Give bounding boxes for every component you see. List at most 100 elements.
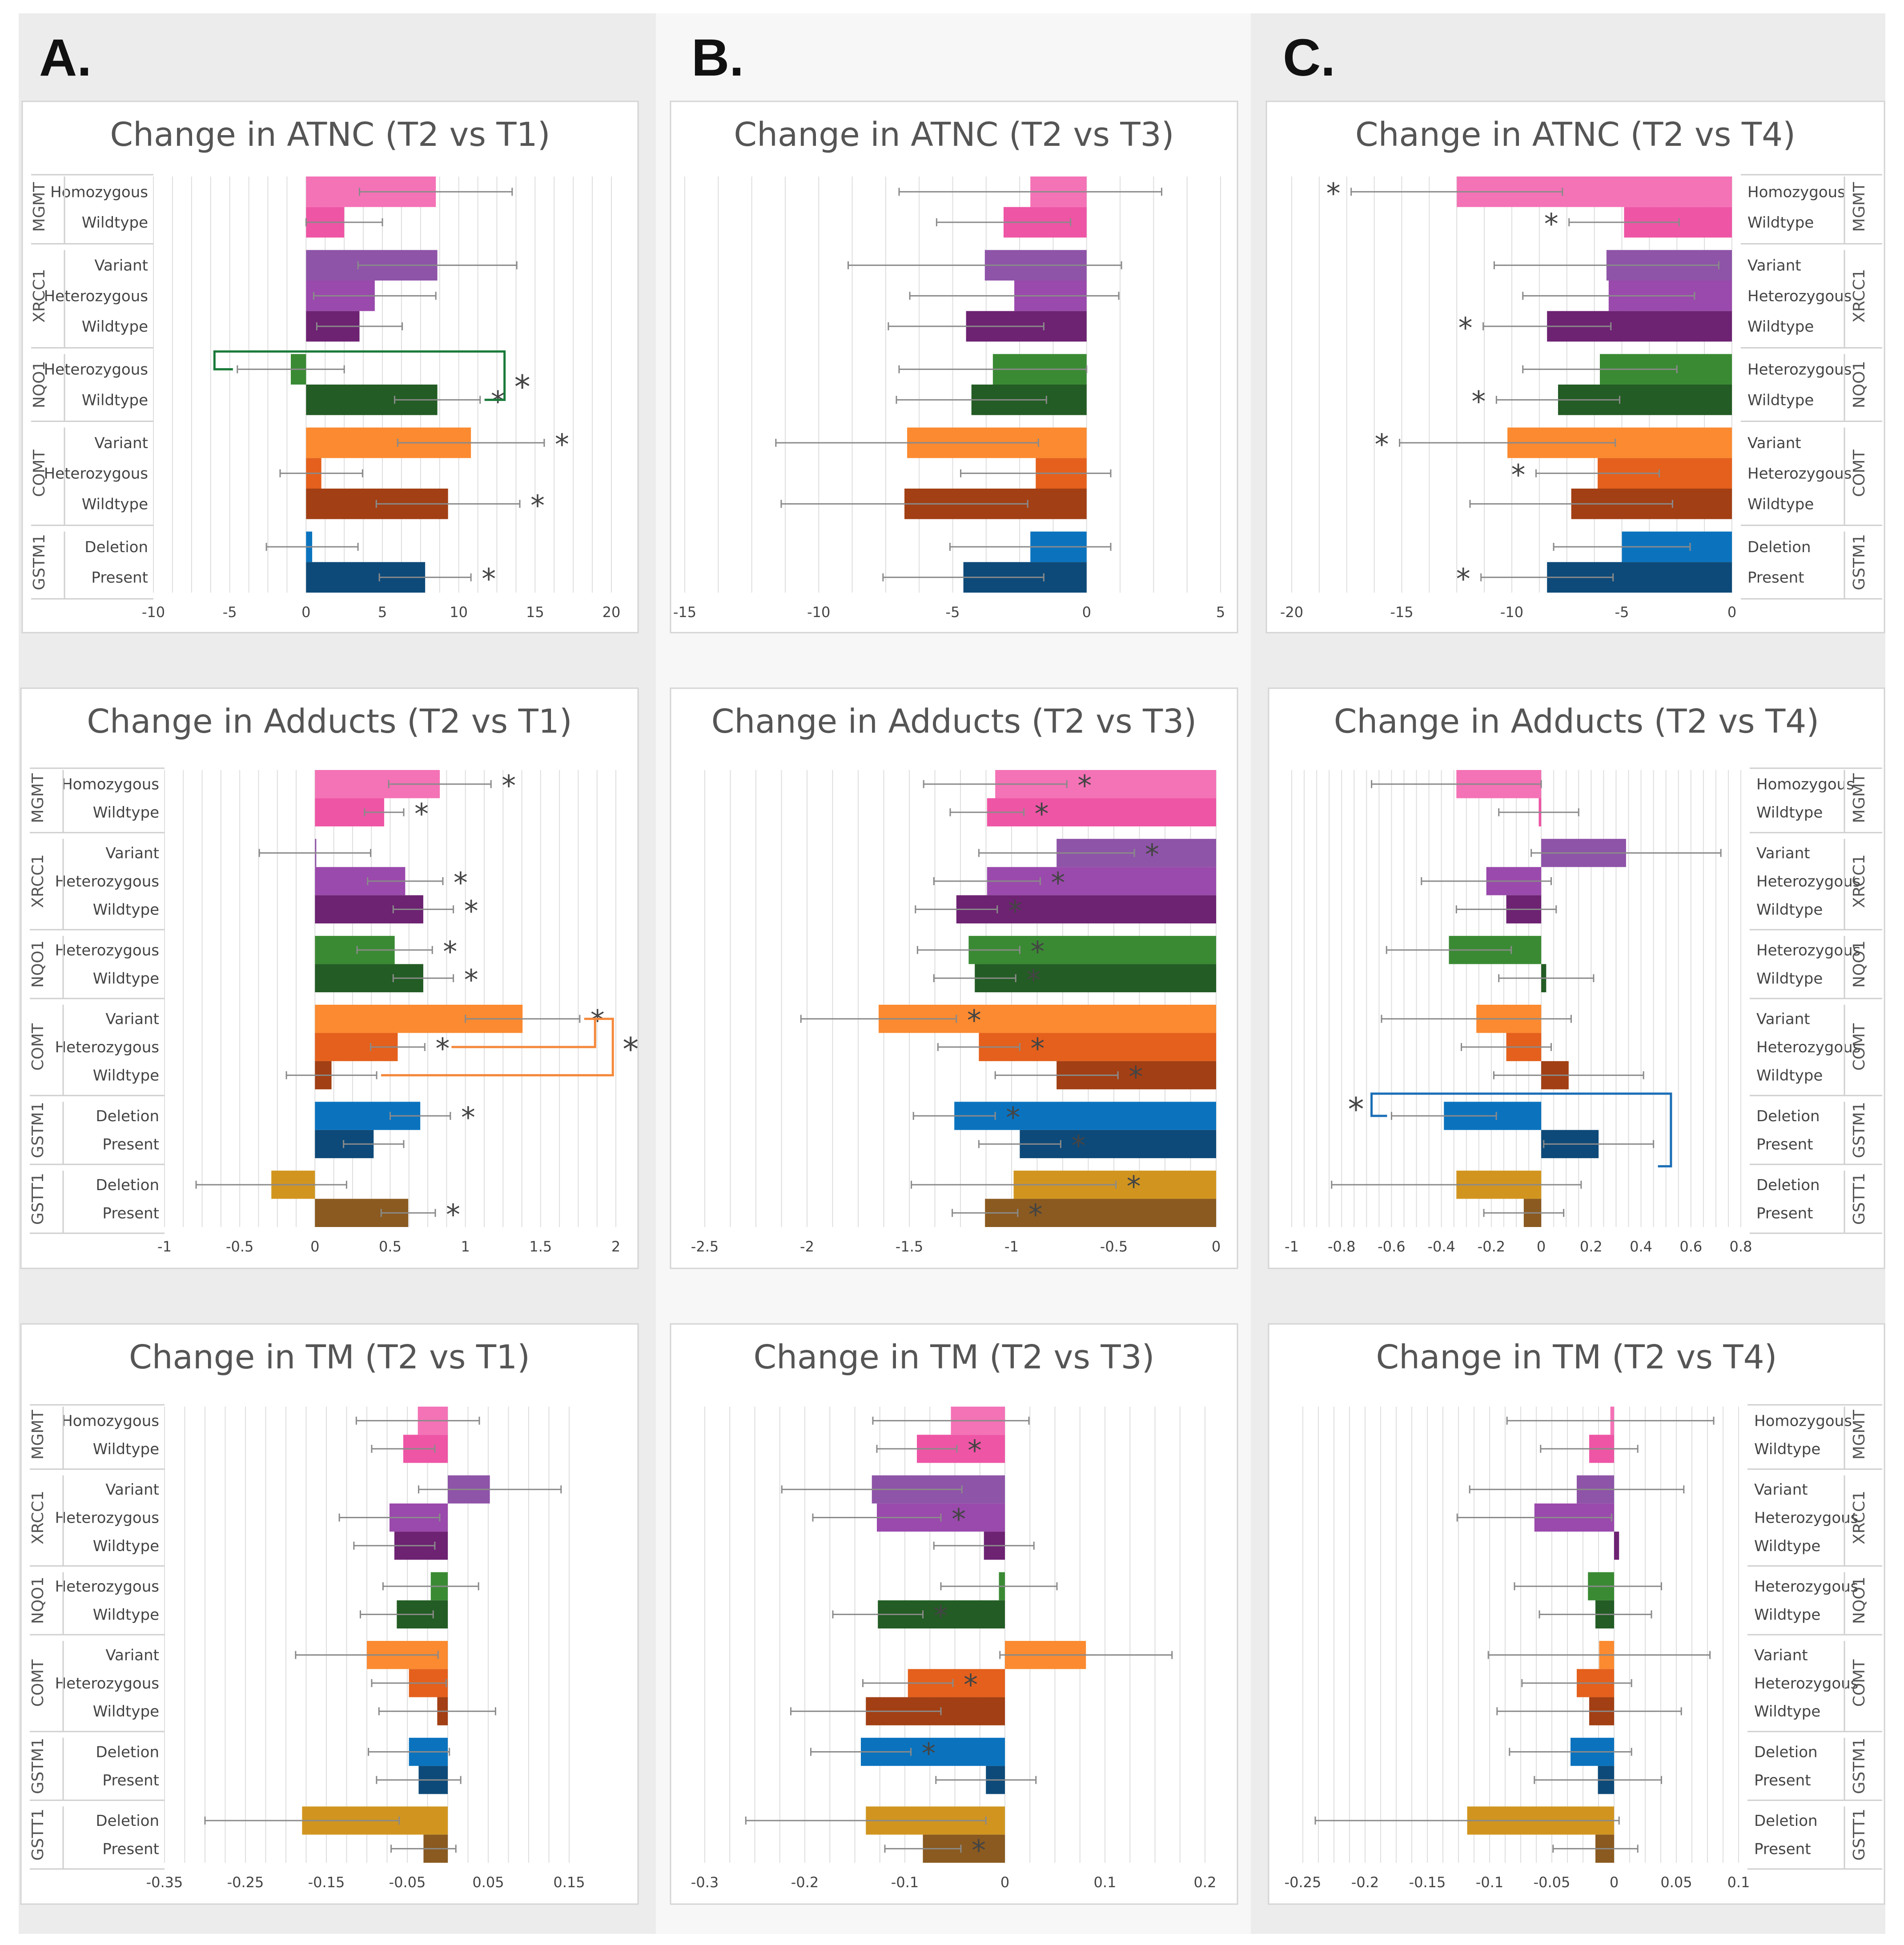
x-tick-label: -20 (1280, 604, 1303, 621)
gene-label: GSTM1 (29, 1738, 47, 1794)
x-tick-label: -0.2 (1351, 1874, 1379, 1891)
significance-bracket (451, 1019, 596, 1048)
significance-star: * (934, 1600, 948, 1633)
chart-title: Change in ATNC (T2 vs T4) (1355, 116, 1796, 154)
significance-star: * (502, 770, 516, 803)
category-label: Deletion (1754, 1744, 1818, 1761)
category-label: Wildtype (93, 970, 159, 987)
gene-label: GSTM1 (1850, 1738, 1868, 1794)
gene-label: GSTM1 (30, 534, 48, 590)
significance-star: * (1077, 770, 1092, 803)
category-label: Variant (94, 257, 148, 275)
significance-star: * (1326, 177, 1341, 210)
significance-star: * (1071, 1130, 1085, 1163)
significance-star: * (514, 368, 530, 405)
x-tick-label: 20 (603, 604, 621, 621)
x-tick-label: 5 (1216, 604, 1225, 621)
x-tick-label: -10 (142, 604, 165, 621)
gene-label: NQO1 (29, 940, 47, 988)
significance-bracket (381, 1018, 614, 1077)
bar (956, 895, 1216, 924)
x-tick-label: -0.1 (1476, 1874, 1503, 1891)
category-label: Homozygous (50, 183, 148, 201)
x-tick-label: 0 (1000, 1874, 1009, 1891)
category-label: Wildtype (93, 1606, 159, 1624)
x-tick-label: 0 (301, 604, 310, 621)
category-label: Heterozygous (1754, 1675, 1858, 1692)
gene-label: GSTT1 (29, 1173, 47, 1225)
x-tick-label: 0 (310, 1238, 319, 1255)
gene-label: XRCC1 (29, 854, 47, 908)
x-tick-label: -0.15 (1409, 1874, 1446, 1891)
x-tick-label: 0.1 (1727, 1874, 1750, 1891)
significance-star: * (967, 1005, 981, 1038)
significance-star: * (1026, 964, 1040, 997)
gene-label: NQO1 (1850, 361, 1868, 409)
category-label: Wildtype (1747, 495, 1814, 513)
gene-label: COMT (30, 449, 48, 497)
significance-star: * (1028, 1199, 1043, 1231)
category-label: Heterozygous (1756, 1039, 1860, 1056)
category-label: Wildtype (82, 318, 148, 336)
category-label: Homozygous (1754, 1412, 1852, 1430)
category-label: Wildtype (93, 901, 159, 918)
significance-star: * (964, 1669, 978, 1702)
category-label: Heterozygous (44, 287, 148, 305)
chart-4: Change in Adducts (T2 vs T1) -1 -0.5 0 0.5 1 1… (20, 687, 639, 1269)
significance-star: * (435, 1033, 450, 1066)
significance-star: * (1127, 1171, 1141, 1203)
gene-label: COMT (1850, 1023, 1868, 1071)
category-label: Wildtype (1756, 804, 1823, 822)
gene-label: COMT (29, 1659, 47, 1707)
category-label: Variant (94, 434, 148, 452)
x-tick-label: -15 (673, 604, 696, 621)
x-tick-label: 1.5 (529, 1238, 552, 1255)
category-label: Variant (1756, 845, 1810, 862)
category-label: Present (102, 1135, 159, 1153)
gene-label: NQO1 (1850, 1576, 1868, 1624)
gene-label: COMT (1850, 1659, 1868, 1707)
category-label: Wildtype (1754, 1537, 1820, 1555)
x-tick-label: 0 (1727, 604, 1736, 621)
significance-star: * (1035, 798, 1049, 831)
x-tick-label: -0.2 (791, 1874, 819, 1891)
significance-star: * (1145, 839, 1159, 872)
x-tick-label: -5 (223, 604, 237, 621)
category-label: Wildtype (1747, 391, 1814, 409)
gene-label: MGMT (30, 182, 48, 232)
category-label: Wildtype (93, 1537, 159, 1555)
x-tick-label: -0.8 (1328, 1238, 1355, 1255)
chart-9: Change in TM (T2 vs T4) -0.25 -0.2 -0.15 -0.… (1268, 1323, 1885, 1905)
significance-star: * (1375, 429, 1389, 461)
category-label: Wildtype (82, 214, 148, 232)
gene-label: MGMT (29, 773, 47, 823)
category-label: Wildtype (93, 804, 159, 822)
category-label: Present (102, 1772, 159, 1789)
significance-bracket (213, 350, 506, 401)
x-tick-label: -10 (807, 604, 830, 621)
category-label: Deletion (96, 1107, 159, 1125)
x-tick-label: 0.6 (1679, 1238, 1702, 1255)
category-label: Deletion (96, 1744, 159, 1761)
significance-star: * (482, 563, 496, 596)
gene-label: MGMT (1850, 182, 1868, 232)
category-label: Variant (105, 1647, 159, 1664)
x-tick-label: 0.2 (1580, 1238, 1603, 1255)
category-label: Variant (1756, 1011, 1810, 1028)
significance-star: * (1030, 936, 1044, 969)
significance-star: * (972, 1834, 986, 1867)
x-tick-label: -0.6 (1378, 1238, 1405, 1255)
panel-letter-a: A. (39, 28, 92, 87)
category-label: Variant (1754, 1647, 1808, 1664)
significance-star: * (1471, 385, 1486, 418)
x-tick-label: 0.15 (553, 1874, 585, 1891)
category-label: Deletion (96, 1176, 159, 1194)
significance-star: * (1030, 1033, 1044, 1066)
significance-star: * (555, 429, 569, 461)
gene-label: MGMT (29, 1409, 47, 1460)
significance-star: * (590, 1005, 605, 1038)
x-tick-label: 0.4 (1630, 1238, 1652, 1255)
chart-7: Change in TM (T2 vs T1) -0.35 -0.25 -0.15 -0… (20, 1323, 639, 1905)
